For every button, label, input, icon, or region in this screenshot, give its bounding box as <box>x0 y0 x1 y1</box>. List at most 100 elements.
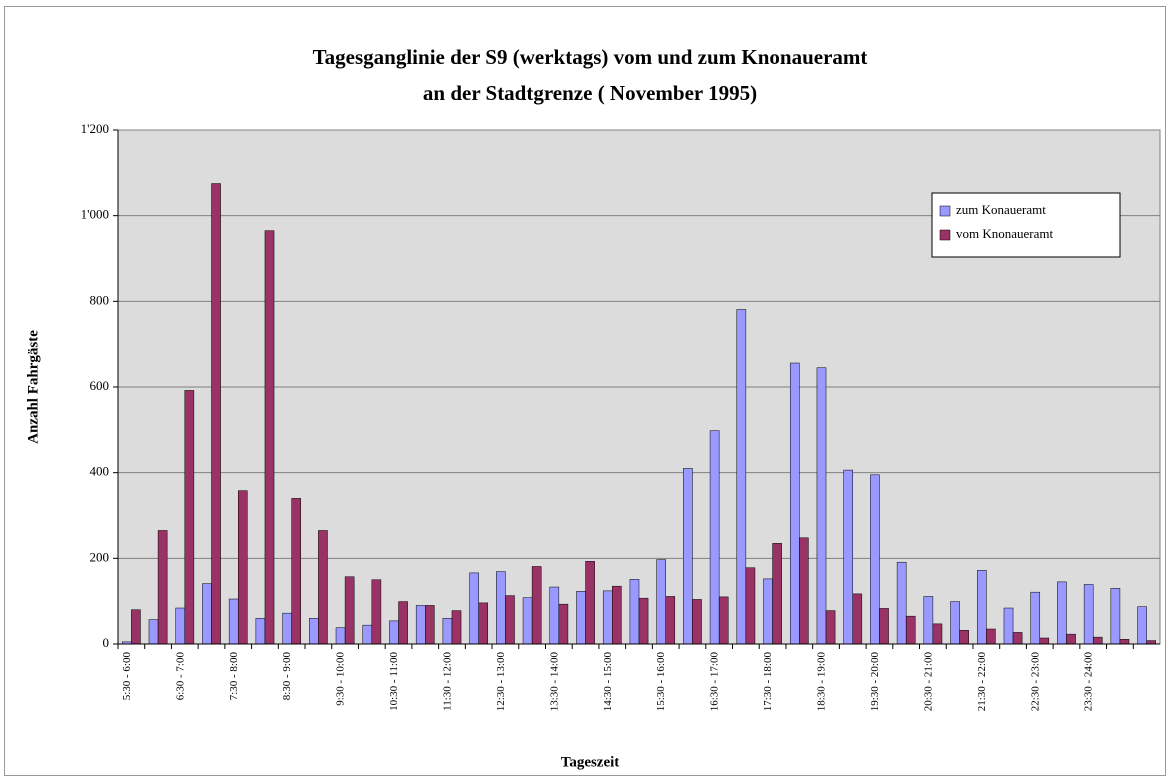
bar <box>576 591 586 645</box>
y-tick-label: 800 <box>90 292 110 307</box>
bar <box>478 602 489 645</box>
bar <box>612 585 622 645</box>
bar <box>1066 633 1076 645</box>
x-tick-label: 16:30 - 17:00 <box>709 652 721 712</box>
bar <box>1057 581 1067 645</box>
bar <box>665 596 676 645</box>
y-tick-label: 1'200 <box>81 121 109 136</box>
bar <box>959 630 969 645</box>
bar <box>469 572 479 645</box>
bar <box>202 583 212 645</box>
bar <box>148 619 159 645</box>
bar <box>531 566 542 645</box>
bar <box>843 469 853 645</box>
y-tick-label: 1'000 <box>81 207 109 222</box>
legend-label: zum Konaueramt <box>956 202 1046 217</box>
bar <box>415 605 426 645</box>
bar <box>389 620 399 645</box>
bar <box>976 570 987 645</box>
bar <box>1083 584 1094 645</box>
x-tick-label: 14:30 - 15:00 <box>602 652 614 712</box>
bar <box>638 597 649 645</box>
bar <box>425 605 435 645</box>
x-tick-label: 11:30 - 12:00 <box>442 652 454 711</box>
bar <box>237 490 248 645</box>
bar <box>228 598 239 645</box>
bar <box>1137 606 1147 645</box>
bar <box>1030 591 1041 645</box>
bar <box>852 593 863 645</box>
y-tick-label: 0 <box>103 635 110 650</box>
bar <box>683 468 693 645</box>
x-tick-label: 15:30 - 16:00 <box>655 652 667 712</box>
bar <box>496 571 506 645</box>
legend-label: vom Knonaueramt <box>956 226 1054 241</box>
bar <box>398 601 408 645</box>
bar <box>772 543 782 645</box>
legend-box <box>931 192 1121 258</box>
bar <box>255 618 266 645</box>
y-axis-title: Anzahl Fahrgäste <box>25 330 41 444</box>
bar <box>870 474 880 645</box>
bar <box>932 623 943 645</box>
bar <box>1039 637 1050 645</box>
bar <box>318 530 328 645</box>
bar <box>789 362 800 645</box>
bar <box>763 578 773 645</box>
bar <box>602 590 613 645</box>
bar <box>1119 639 1130 645</box>
x-tick-label: 7:30 - 8:00 <box>228 652 240 701</box>
bar <box>905 615 916 645</box>
bar <box>986 628 996 645</box>
y-tick-label: 600 <box>90 378 110 393</box>
y-tick-label: 200 <box>90 549 110 564</box>
bar <box>184 390 195 645</box>
chart-title: Tagesganglinie der S9 (werktags) vom und… <box>313 45 868 69</box>
x-tick-label: 18:30 - 19:00 <box>816 652 828 712</box>
x-tick-label: 23:30 - 24:00 <box>1083 652 1095 712</box>
x-axis-title: Tageszeit <box>561 754 620 770</box>
bar <box>1146 640 1156 645</box>
bar <box>211 183 221 645</box>
bar <box>1110 588 1121 645</box>
bar <box>1092 636 1103 645</box>
x-tick-label: 13:30 - 14:00 <box>548 652 560 712</box>
bar <box>371 579 382 645</box>
bar <box>157 530 168 645</box>
bar <box>344 576 355 645</box>
x-tick-label: 21:30 - 22:00 <box>976 652 988 712</box>
bar <box>522 597 533 645</box>
bar <box>709 430 720 645</box>
bar <box>692 599 702 645</box>
bar <box>549 586 560 645</box>
bar <box>558 603 569 645</box>
x-tick-label: 6:30 - 7:00 <box>174 652 186 701</box>
bar <box>1003 607 1014 645</box>
bar <box>362 624 373 645</box>
x-tick-label: 5:30 - 6:00 <box>121 652 133 701</box>
bar <box>923 596 934 645</box>
bar <box>505 595 515 645</box>
y-tick-label: 400 <box>90 464 110 479</box>
chart-title: an der Stadtgrenze ( November 1995) <box>423 81 757 105</box>
legend-swatch <box>939 205 951 217</box>
x-tick-label: 12:30 - 13:00 <box>495 652 507 712</box>
bar <box>309 618 319 645</box>
bar <box>175 607 186 645</box>
bar <box>264 230 275 645</box>
x-tick-label: 17:30 - 18:00 <box>762 652 774 712</box>
bar <box>950 601 960 645</box>
bar <box>718 596 729 645</box>
bar <box>816 367 827 645</box>
bar <box>879 608 889 645</box>
bar <box>585 561 595 645</box>
bar <box>896 561 907 645</box>
bar <box>736 309 747 645</box>
bar <box>335 627 346 645</box>
x-tick-label: 9:30 - 10:00 <box>335 652 347 706</box>
x-tick-label: 8:30 - 9:00 <box>281 652 293 701</box>
legend-swatch <box>939 229 951 241</box>
bar <box>1012 632 1023 645</box>
bar <box>745 567 756 645</box>
